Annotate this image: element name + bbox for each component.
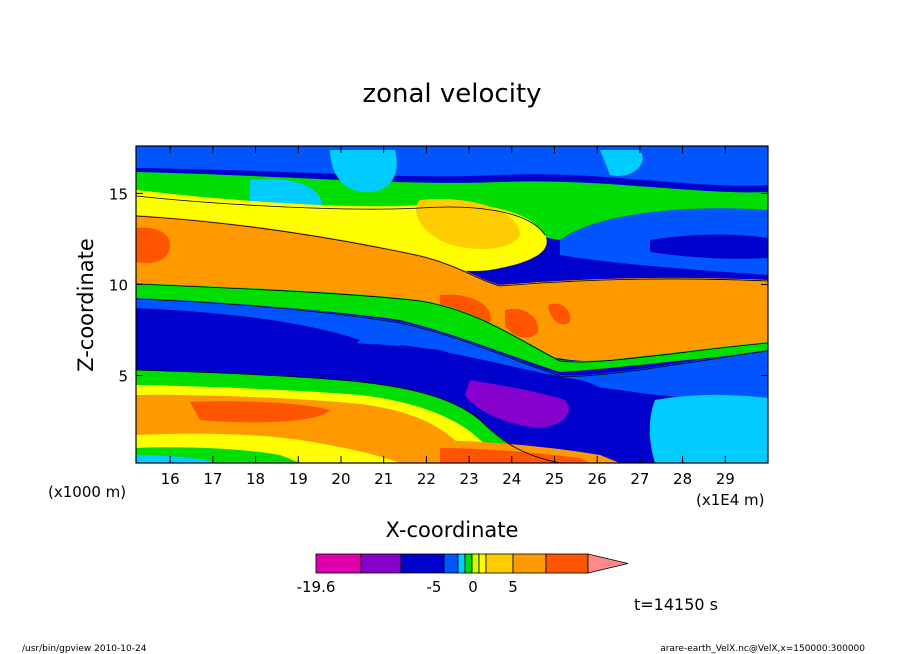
x-tick-label: 19 — [289, 470, 308, 488]
footer-right: arare-earth_VelX.nc@VelX,x=150000:300000 — [660, 644, 865, 654]
band-orange-lower-dark — [190, 401, 330, 423]
band-orange-patch-2 — [505, 308, 539, 338]
x-tick-label: 22 — [417, 470, 436, 488]
x-axis-ticks: 16 17 18 19 20 21 22 23 24 25 26 27 28 29 — [161, 146, 735, 488]
band-darkblue-core — [136, 308, 360, 368]
x-axis-label: X-coordinate — [386, 518, 519, 542]
band-red-bottom-center — [440, 448, 590, 463]
x-tick-label: 17 — [203, 470, 222, 488]
y-axis-label: Z-coordinate — [74, 238, 98, 372]
x-tick-label: 25 — [545, 470, 564, 488]
band-cyan-patch-3 — [600, 150, 643, 176]
band-cyan-patch-2 — [330, 150, 397, 193]
band-orange-main — [136, 215, 768, 361]
band-cyan-bottom-left — [136, 455, 220, 463]
band-right-darkblue — [650, 234, 768, 259]
y-tick-label: 10 — [109, 276, 128, 294]
x-tick-label: 29 — [716, 470, 735, 488]
chart-title: zonal velocity — [362, 79, 541, 109]
colorbar-segment — [400, 553, 445, 574]
colorbar-segment — [457, 553, 466, 574]
colorbar-segment — [512, 553, 547, 574]
colorbar-label-zero: 0 — [468, 578, 478, 596]
band-purple-core — [465, 380, 569, 428]
time-label: t=14150 s — [634, 595, 718, 614]
contour-line-3 — [136, 298, 768, 377]
colorbar-segment — [471, 553, 480, 574]
y-tick-label: 5 — [118, 368, 128, 386]
x-tick-label: 16 — [161, 470, 180, 488]
x-tick-label: 20 — [331, 470, 350, 488]
x-tick-label: 28 — [673, 470, 692, 488]
x-axis-unit: (x1E4 m) — [696, 491, 765, 509]
colorbar — [315, 553, 629, 574]
contour-line-2 — [136, 283, 768, 363]
contour-line-5 — [136, 215, 768, 287]
y-tick-label: 15 — [109, 185, 128, 203]
colorbar-segment — [478, 553, 487, 574]
colorbar-segment — [464, 553, 473, 574]
colorbar-segment — [315, 553, 362, 574]
x-tick-label: 27 — [630, 470, 649, 488]
colorbar-label-min: -19.6 — [297, 578, 336, 596]
colorbar-label-pos5: 5 — [508, 578, 518, 596]
plot-frame — [135, 145, 769, 464]
colorbar-segment — [545, 553, 589, 574]
colorbar-overflow-arrow — [587, 553, 629, 574]
band-orange-left-dark — [136, 227, 170, 264]
x-tick-label: 23 — [460, 470, 479, 488]
band-green-mid — [136, 283, 768, 372]
x-tick-label: 24 — [502, 470, 521, 488]
colorbar-labels: -19.6 -5 0 5 — [297, 578, 518, 596]
colorbar-segment — [485, 553, 514, 574]
contour-line-4 — [136, 369, 561, 463]
band-blue-mid — [136, 298, 768, 400]
footer-left: /usr/bin/gpview 2010-10-24 — [22, 644, 147, 654]
y-axis-ticks: 5 10 15 — [109, 185, 768, 386]
contour-line-1 — [136, 195, 546, 236]
band-orange-upper — [416, 199, 520, 250]
y-axis-unit: (x1000 m) — [48, 483, 126, 501]
x-tick-label: 21 — [374, 470, 393, 488]
colorbar-segment — [443, 553, 459, 574]
x-tick-label: 18 — [246, 470, 265, 488]
band-cyan-lower-right — [649, 394, 768, 463]
colorbar-label-neg5: -5 — [427, 578, 442, 596]
colorbar-segment — [360, 553, 402, 574]
contour-field — [136, 146, 768, 463]
x-tick-label: 26 — [588, 470, 607, 488]
band-orange-patch-3 — [548, 303, 571, 325]
